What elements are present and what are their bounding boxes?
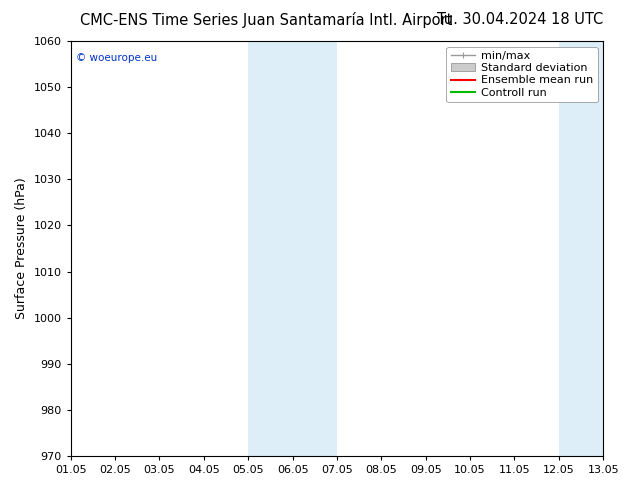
Text: © woeurope.eu: © woeurope.eu (76, 53, 157, 64)
Bar (559, 41, 634, 456)
Bar (248, 41, 337, 456)
Text: CMC-ENS Time Series Juan Santamaría Intl. Airport: CMC-ENS Time Series Juan Santamaría Intl… (80, 12, 453, 28)
Legend: min/max, Standard deviation, Ensemble mean run, Controll run: min/max, Standard deviation, Ensemble me… (446, 47, 598, 102)
Text: Tu. 30.04.2024 18 UTC: Tu. 30.04.2024 18 UTC (437, 12, 603, 27)
Y-axis label: Surface Pressure (hPa): Surface Pressure (hPa) (15, 178, 28, 319)
